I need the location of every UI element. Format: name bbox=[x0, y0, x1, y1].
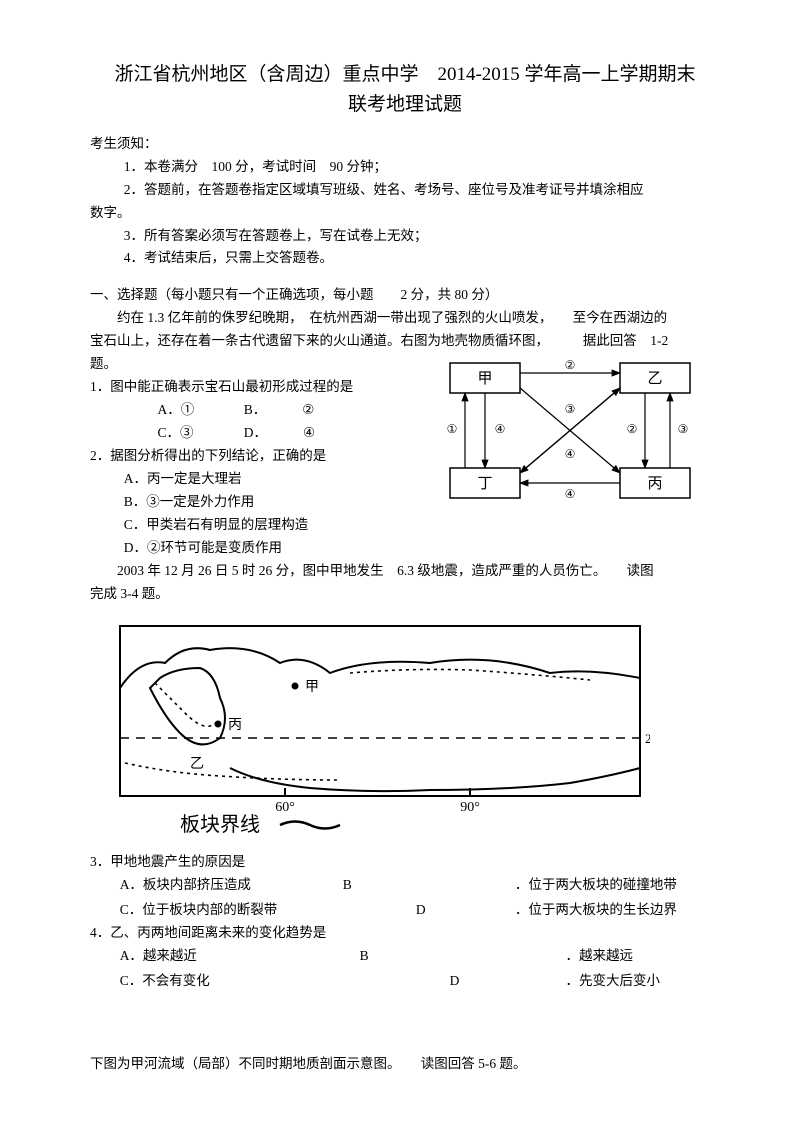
plate-map: 23°26′ 60° 90° 甲 丙 乙 板块界线 bbox=[110, 618, 720, 846]
q2-b: B．③一定是外力作用 bbox=[90, 491, 420, 514]
arrow-3b: ③ bbox=[565, 402, 576, 416]
q1-a: A．① bbox=[124, 399, 244, 422]
q1-q2-text: 题。 1．图中能正确表示宝石山最初形成过程的是 A．①B． ② C．③D． ④ 2．… bbox=[90, 353, 420, 559]
rock-cycle-svg: 甲 乙 丁 丙 ② ④ ① ④ ② ③ bbox=[420, 353, 720, 513]
box-bing: 丙 bbox=[647, 476, 662, 492]
q1-d2: ④ bbox=[303, 425, 315, 440]
lat-label: 23°26′ bbox=[645, 731, 650, 746]
q3: 3．甲地地震产生的原因是 bbox=[90, 851, 720, 874]
map-bing: 丙 bbox=[228, 718, 242, 733]
q4-d: ．先变大后变小 bbox=[566, 970, 720, 993]
q4-a: A．越来越近 bbox=[120, 945, 300, 968]
q1-c: C．③ bbox=[124, 422, 244, 445]
q4: 4．乙、丙两地间距离未来的变化趋势是 bbox=[90, 922, 720, 945]
q2-a: A．丙一定是大理岩 bbox=[90, 468, 420, 491]
q3-c: C．位于板块内部的断裂带 bbox=[120, 899, 300, 922]
box-yi: 乙 bbox=[647, 371, 662, 387]
map-jia: 甲 bbox=[305, 680, 319, 695]
notice-3: 3．所有答案必须写在答题卷上，写在试卷上无效； bbox=[90, 225, 720, 248]
para2a: 2003 年 12 月 26 日 5 时 26 分，图中甲地发生 6.3 级地震… bbox=[90, 560, 720, 583]
q1-b: B． bbox=[244, 402, 267, 417]
notice-2b: 数字。 bbox=[90, 202, 720, 225]
q3-d-lab: D bbox=[416, 899, 446, 922]
arrow-4b: ④ bbox=[495, 422, 506, 436]
box-jia: 甲 bbox=[477, 371, 492, 387]
q1: 1．图中能正确表示宝石山最初形成过程的是 bbox=[90, 376, 420, 399]
arrow-3a: ③ bbox=[678, 422, 689, 436]
box-ding: 丁 bbox=[477, 476, 492, 492]
title-line2: 联考地理试题 bbox=[90, 90, 720, 120]
para2b: 完成 3-4 题。 bbox=[90, 583, 720, 606]
exam-page: 浙江省杭州地区（含周边）重点中学 2014-2015 学年高一上学期期末 联考地… bbox=[0, 0, 800, 1116]
q4-opts: A．越来越近 B ．越来越远 C．不会有变化 D ．先变大后变小 bbox=[120, 945, 720, 993]
q2: 2．据图分析得出的下列结论，正确的是 bbox=[90, 445, 420, 468]
section-1-head: 一、选择题（每小题只有一个正确选项，每小题 2 分，共 80 分） bbox=[90, 284, 720, 307]
q1-opts-ab: A．①B． ② bbox=[90, 399, 420, 422]
q3-b-lab: B bbox=[343, 874, 373, 897]
notice-head: 考生须知： bbox=[90, 133, 720, 156]
q1-opts-cd: C．③D． ④ bbox=[90, 422, 420, 445]
q4-b: ．越来越远 bbox=[566, 945, 720, 968]
q4-b-lab: B bbox=[360, 945, 390, 968]
arrow-4a: ④ bbox=[565, 487, 576, 501]
notice-4: 4．考试结束后，只需上交答题卷。 bbox=[90, 247, 720, 270]
q2-c: C．甲类岩石有明显的层理构造 bbox=[90, 514, 420, 537]
arrow-1: ① bbox=[447, 422, 458, 436]
lon1: 60° bbox=[275, 800, 295, 815]
notice-1: 1．本卷满分 100 分，考试时间 90 分钟； bbox=[90, 156, 720, 179]
arrow-2a: ② bbox=[565, 358, 576, 372]
q3-opts: A．板块内部挤压造成 B ．位于两大板块的碰撞地带 C．位于板块内部的断裂带 D… bbox=[120, 874, 720, 922]
intro-a: 约在 1.3 亿年前的侏罗纪晚期， 在杭州西湖一带出现了强烈的火山喷发， 至今在… bbox=[90, 307, 720, 330]
intro-c: 题。 bbox=[90, 353, 420, 376]
legend-label: 板块界线 bbox=[180, 813, 260, 836]
arrow-2b: ② bbox=[627, 422, 638, 436]
q3-a: A．板块内部挤压造成 bbox=[120, 874, 300, 897]
rock-cycle-diagram: 甲 乙 丁 丙 ② ④ ① ④ ② ③ bbox=[420, 353, 720, 521]
notice-2: 2．答题前，在答题卷指定区域填写班级、姓名、考场号、座位号及准考证号并填涂相应 bbox=[90, 179, 720, 202]
q3-d: ．位于两大板块的生长边界 bbox=[515, 899, 720, 922]
arrow-4c: ④ bbox=[565, 447, 576, 461]
q2-d: D．②环节可能是变质作用 bbox=[90, 537, 420, 560]
page-title: 浙江省杭州地区（含周边）重点中学 2014-2015 学年高一上学期期末 联考地… bbox=[90, 60, 720, 121]
q4-d-lab: D bbox=[450, 970, 480, 993]
q3-b: ．位于两大板块的碰撞地带 bbox=[515, 874, 720, 897]
intro-b: 宝石山上，还存在着一条古代遗留下来的火山通道。右图为地壳物质循环图， 据此回答 … bbox=[90, 330, 720, 353]
q4-c: C．不会有变化 bbox=[120, 970, 300, 993]
q1-q2-row: 题。 1．图中能正确表示宝石山最初形成过程的是 A．①B． ② C．③D． ④ 2．… bbox=[90, 353, 720, 559]
plate-map-svg: 23°26′ 60° 90° 甲 丙 乙 板块界线 bbox=[110, 618, 650, 838]
q1-b2: ② bbox=[302, 402, 314, 417]
title-line1: 浙江省杭州地区（含周边）重点中学 2014-2015 学年高一上学期期末 bbox=[114, 64, 695, 85]
bottom-note: 下图为甲河流域（局部）不同时期地质剖面示意图。 读图回答 5-6 题。 bbox=[90, 1053, 720, 1076]
lon2: 90° bbox=[460, 800, 480, 815]
map-yi: 乙 bbox=[190, 756, 204, 772]
q1-d: D． bbox=[244, 425, 267, 440]
